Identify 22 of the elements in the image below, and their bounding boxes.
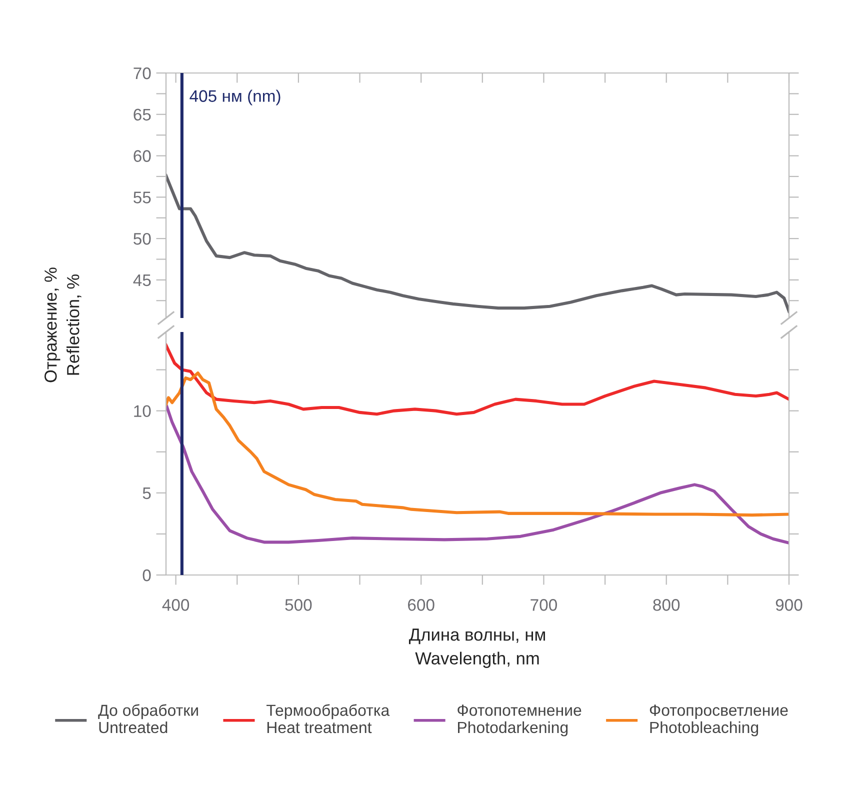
- y-tick-label: 55: [134, 192, 151, 204]
- legend-label: Фотопотемнение Photodarkening: [458, 704, 582, 736]
- y-tick-label: 5: [142, 487, 151, 500]
- y-tick-label: 70: [134, 67, 151, 80]
- y-tick-label: 50: [134, 232, 151, 245]
- legend-label: До обработки Untreated: [98, 704, 198, 734]
- x-tick-label: 500: [285, 599, 312, 611]
- y-tick-label: 60: [134, 150, 151, 162]
- y-tick-label: 45: [133, 274, 151, 286]
- x-axis-title: Длина волны, нм Wavelength, nm: [408, 628, 545, 668]
- legend-label: Термообработка Heat treatment: [266, 704, 390, 734]
- y-tick-label: 65: [134, 108, 151, 121]
- legend-label: Фотопросветление Photobleaching: [650, 704, 788, 736]
- x-tick-label: 900: [776, 599, 802, 611]
- y-tick-label: 0: [142, 569, 151, 582]
- ref-line-label: 405 нм (nm): [190, 90, 280, 106]
- y-tick-label: 10: [134, 405, 151, 418]
- x-tick-label: 400: [162, 599, 190, 611]
- x-tick-label: 800: [653, 599, 680, 611]
- y-axis-title: Отражение, % Reflection, %: [44, 268, 82, 382]
- x-tick-label: 600: [408, 599, 434, 611]
- x-tick-label: 700: [530, 599, 557, 611]
